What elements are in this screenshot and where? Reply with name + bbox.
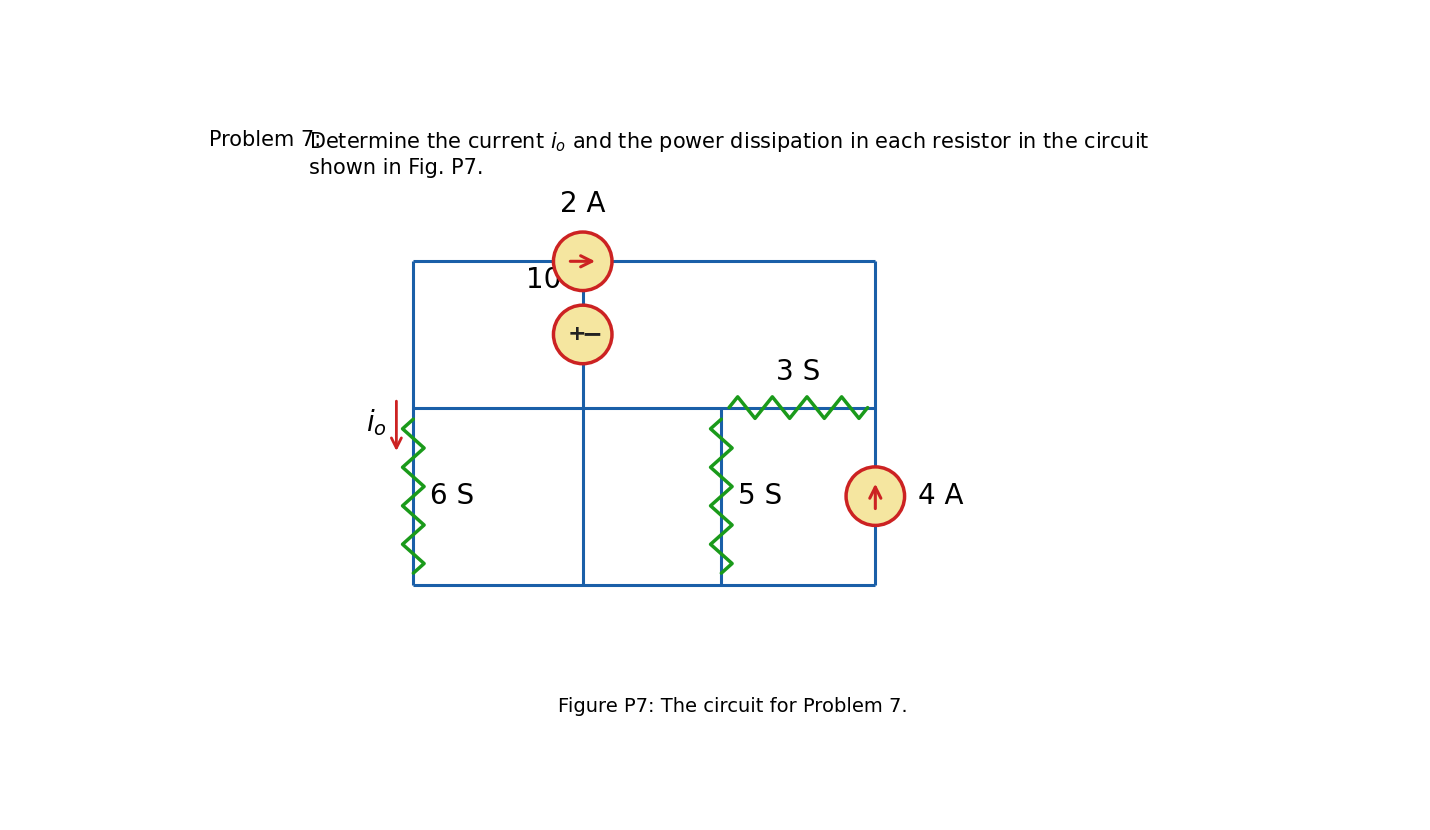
Text: 3 S: 3 S	[776, 358, 821, 386]
Text: 6 S: 6 S	[430, 482, 475, 510]
Text: 4 A: 4 A	[918, 482, 964, 510]
Text: $i_o$: $i_o$	[366, 407, 388, 437]
Text: 10 V: 10 V	[526, 266, 589, 295]
Circle shape	[553, 232, 612, 290]
Circle shape	[553, 305, 612, 364]
Text: 2 A: 2 A	[561, 190, 605, 218]
Circle shape	[847, 467, 905, 525]
Text: Problem 7:: Problem 7:	[209, 130, 322, 150]
Text: 5 S: 5 S	[738, 482, 782, 510]
Text: Determine the current $i_o$ and the power dissipation in each resistor in the ci: Determine the current $i_o$ and the powe…	[309, 130, 1150, 178]
Text: Figure P7: The circuit for Problem 7.: Figure P7: The circuit for Problem 7.	[558, 696, 908, 715]
Text: −: −	[582, 322, 602, 346]
Text: +: +	[568, 325, 586, 344]
